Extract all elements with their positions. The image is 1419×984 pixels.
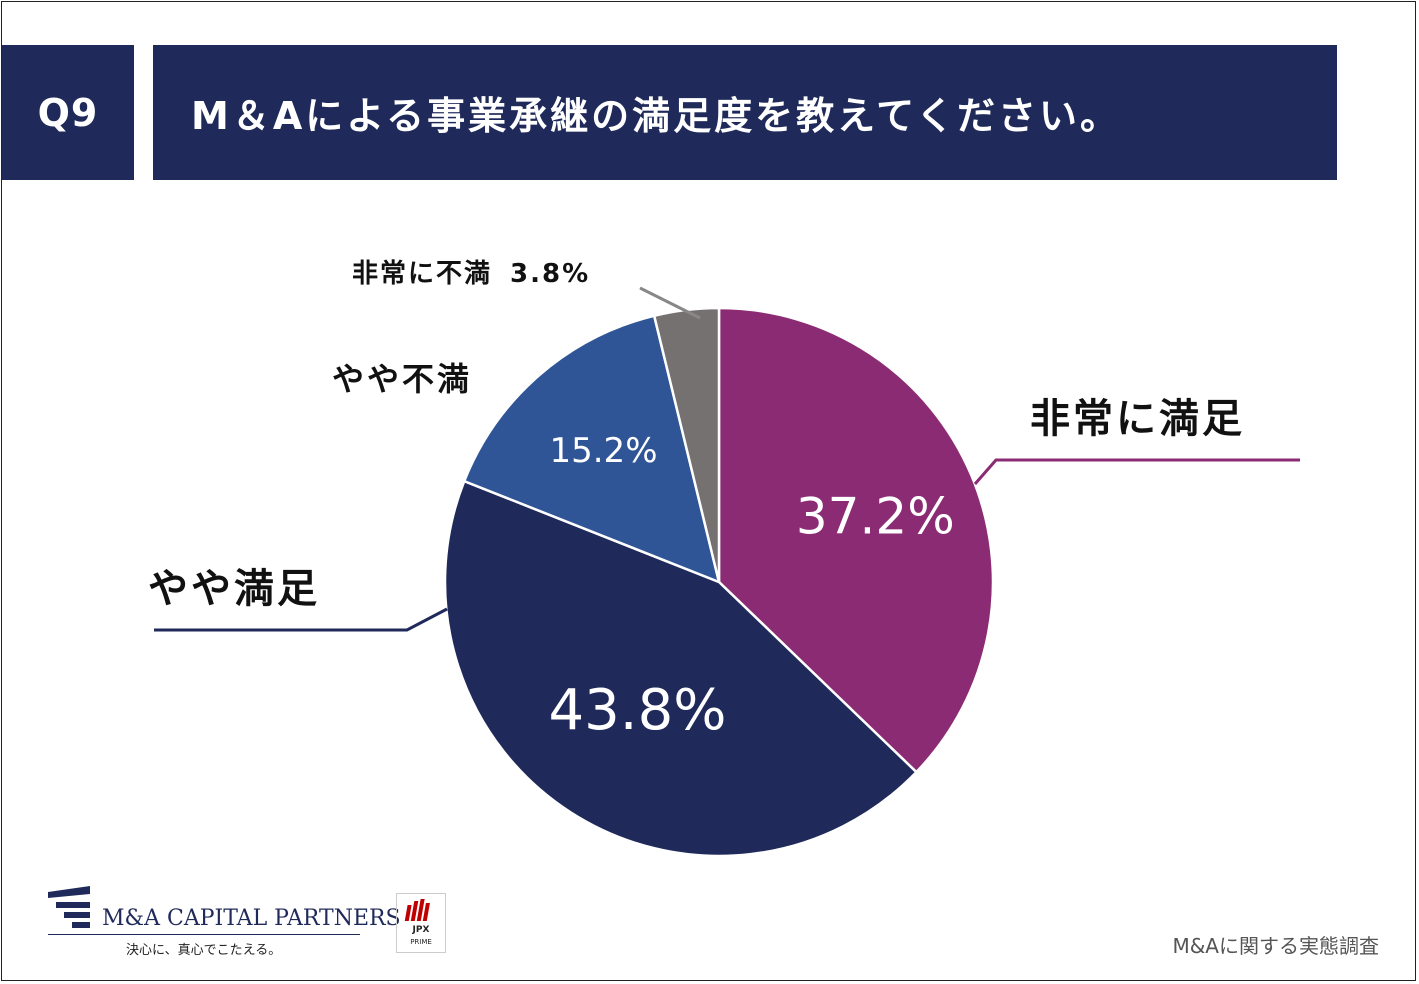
jpx-label: JPX (412, 925, 430, 935)
pie-slice-3 (462, 314, 721, 585)
leader-line-1 (973, 458, 1300, 485)
slice-category-label-1: 非常に満足 (1030, 396, 1245, 442)
slice-value-label-3: 15.2% (549, 431, 657, 471)
jpx-sub-label: PRIME (410, 938, 432, 946)
logo-divider (48, 934, 360, 935)
survey-name: M&Aに関する実態調査 (1172, 934, 1379, 958)
slice-category-label-2: やや満足 (148, 566, 320, 612)
logo-name: M&A CAPITAL PARTNERS (102, 906, 401, 931)
logo-tagline: 決心に、真心でこたえる。 (126, 943, 282, 958)
pie-slice-2 (443, 479, 919, 858)
slice-value-label-1: 37.2% (796, 488, 955, 546)
slice-category-label-4: 非常に不満 3.8% (352, 259, 590, 289)
jpx-mark-icon (404, 899, 430, 921)
company-logo: M&A CAPITAL PARTNERS 決心に、真心でこたえる。 (48, 884, 401, 964)
question-title: M＆Aによる事業承継の満足度を教えてください。 (153, 45, 1337, 180)
pie-slice-1 (717, 306, 995, 774)
slice-value-label-2: 43.8% (549, 678, 727, 743)
leader-line-4 (639, 286, 701, 320)
logo-mark-icon (48, 886, 90, 928)
jpx-badge: JPX PRIME (396, 893, 446, 953)
question-number: Q9 (2, 45, 134, 180)
slice-category-label-3: やや不満 (332, 360, 472, 398)
leader-line-2 (154, 607, 448, 632)
